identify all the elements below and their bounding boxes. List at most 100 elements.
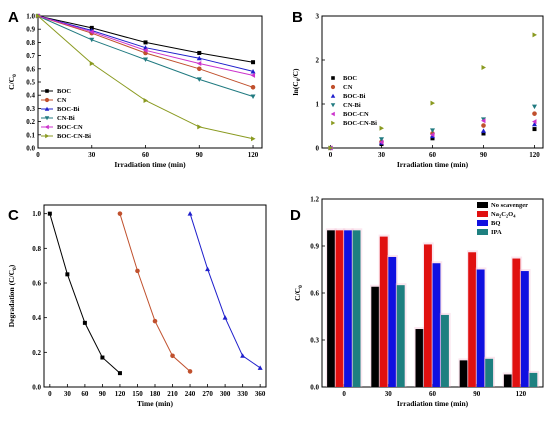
- x-tick-label: 30: [88, 151, 96, 159]
- y-tick-label: 0.9: [26, 26, 35, 34]
- legend-label: CN-Bi: [57, 115, 75, 122]
- x-axis-label: Irradiation time (min): [397, 160, 469, 169]
- y-tick-label: 0.2: [26, 118, 35, 126]
- legend-label: CN-Bi: [343, 102, 361, 109]
- x-tick-label: 180: [150, 390, 161, 398]
- y-tick-label: 0.8: [26, 39, 35, 47]
- data-point: [117, 211, 123, 216]
- legend-marker: [330, 103, 336, 108]
- legend-marker: [331, 76, 335, 80]
- legend-swatch: [477, 229, 488, 235]
- data-point: [82, 320, 87, 325]
- legend-label: BOC-Bi: [343, 93, 366, 100]
- y-tick-label: 0.0: [310, 384, 319, 392]
- legend-marker: [330, 111, 335, 117]
- legend-marker: [330, 84, 336, 90]
- data-point: [430, 100, 435, 106]
- bar-Na2C2O4: [512, 258, 521, 387]
- y-tick-label: 0.0: [32, 384, 41, 392]
- legend-label: BOC-CN-Bi: [343, 120, 377, 127]
- x-tick-label: 360: [255, 390, 266, 398]
- data-point: [152, 318, 158, 324]
- bar-Na2C2O4: [424, 244, 432, 387]
- data-point: [187, 211, 193, 216]
- legend-label: CN: [343, 84, 353, 91]
- data-point: [89, 37, 95, 43]
- legend-marker: [331, 120, 336, 126]
- data-point: [532, 32, 537, 38]
- x-tick-label: 90: [473, 390, 481, 398]
- data-point: [532, 121, 537, 127]
- plot-frame-B: [321, 15, 544, 149]
- data-point: [89, 29, 94, 35]
- data-point: [379, 125, 384, 131]
- y-tick-label: 2: [316, 57, 320, 65]
- legend-label: BOC-CN-Bi: [57, 133, 91, 140]
- data-point: [328, 145, 333, 151]
- legend-label: BOC-Bi: [57, 106, 80, 113]
- data-point: [379, 137, 384, 142]
- x-tick-label: 30: [378, 151, 386, 159]
- x-tick-label: 120: [248, 151, 259, 159]
- y-tick-label: 0.7: [26, 52, 35, 60]
- legend-label: BOC-CN: [57, 124, 83, 131]
- bar-No scavenger: [503, 374, 512, 387]
- y-tick-label: 0.9: [310, 243, 319, 251]
- legend-marker: [44, 106, 50, 111]
- legend-marker: [44, 116, 50, 121]
- data-point: [36, 13, 41, 19]
- data-point: [481, 128, 486, 133]
- data-point: [170, 353, 175, 359]
- legend-marker: [45, 89, 49, 93]
- data-point: [135, 268, 140, 274]
- bar-IPA: [441, 314, 449, 387]
- y-tick-label: 0.6: [310, 290, 319, 298]
- data-point: [143, 40, 148, 45]
- legend-label: BQ: [491, 220, 500, 227]
- data-point: [196, 61, 202, 67]
- data-point: [250, 72, 256, 78]
- x-tick-label: 240: [185, 390, 196, 398]
- panel-label: D: [290, 207, 301, 224]
- y-tick-label: 0.2: [32, 349, 41, 357]
- x-axis-label: Irradiation time (min): [114, 160, 186, 169]
- x-tick-label: 120: [529, 151, 540, 159]
- bar-BQ: [476, 269, 485, 387]
- bar-Na2C2O4: [379, 236, 388, 387]
- data-point: [143, 97, 149, 103]
- data-point: [251, 136, 256, 142]
- data-point: [481, 123, 486, 128]
- data-point: [89, 61, 95, 67]
- bar-Na2C2O4: [335, 230, 344, 387]
- series-line: [37, 15, 254, 63]
- x-tick-label: 90: [480, 151, 488, 159]
- bar-BQ: [520, 271, 529, 387]
- y-tick-label: 0.4: [32, 314, 41, 322]
- bar-No scavenger: [327, 230, 335, 387]
- x-axis-label: Time (min): [137, 399, 173, 408]
- panel-label: A: [8, 9, 19, 26]
- y-tick-label: 0.4: [26, 92, 35, 100]
- x-tick-label: 90: [196, 151, 204, 159]
- data-point: [100, 355, 105, 360]
- y-tick-label: 1.2: [310, 196, 319, 204]
- legend: BOC CN BOC-Bi CN-Bi BOC-CN BOC-CN-Bi: [41, 88, 91, 140]
- x-tick-label: 30: [385, 390, 393, 398]
- data-point: [47, 211, 52, 216]
- x-tick-label: 120: [516, 390, 527, 398]
- plot-frame-C: [43, 204, 267, 388]
- bar-Na2C2O4: [468, 252, 477, 387]
- x-tick-label: 60: [429, 151, 437, 159]
- bar-No scavenger: [371, 286, 380, 387]
- data-point: [430, 132, 435, 138]
- bar-IPA: [529, 372, 538, 387]
- data-point: [250, 84, 256, 90]
- legend-marker: [44, 97, 50, 103]
- series-1: [117, 211, 193, 374]
- panel-label: B: [292, 9, 303, 26]
- legend-marker: [330, 93, 336, 98]
- bar-No scavenger: [415, 329, 424, 387]
- x-tick-label: 210: [167, 390, 178, 398]
